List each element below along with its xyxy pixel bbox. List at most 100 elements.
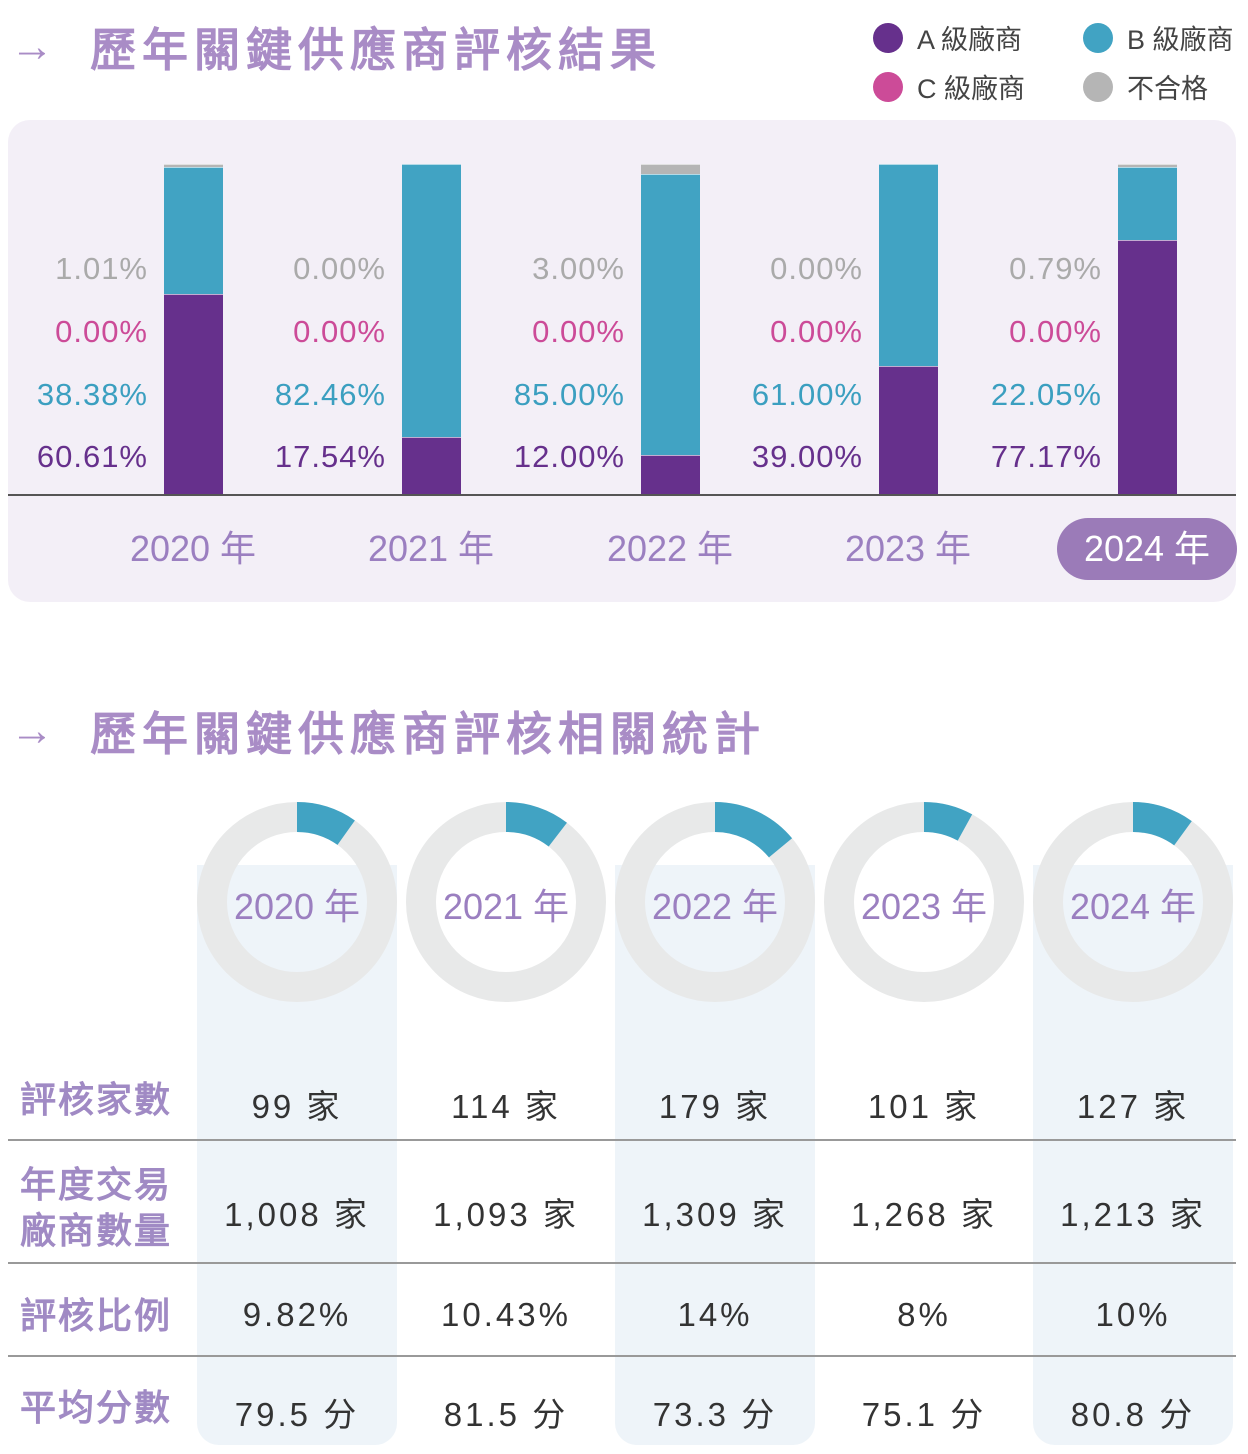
year-tab: 2023 年 [844, 528, 972, 569]
section-title-text: 歷年關鍵供應商評核相關統計 [90, 708, 766, 760]
legend-label: 不合格 [1127, 74, 1208, 104]
donut-year-label: 2022 年 [651, 886, 779, 927]
data-label: 0.00% [770, 314, 863, 349]
data-label: 0.00% [293, 251, 386, 286]
donut-fill [197, 802, 397, 1002]
year-tab: 2020 年 [129, 528, 257, 569]
table-cell: 127 家 [1076, 1088, 1190, 1125]
donut-fill [824, 802, 1024, 1002]
bar-segment-不合格 [164, 164, 223, 168]
data-label: 0.00% [293, 314, 386, 349]
bar-segment-B級廠商 [402, 164, 461, 437]
donut-year-label: 2023 年 [860, 886, 988, 927]
data-label: 61.00% [751, 377, 863, 412]
row-label-line: 年度交易 [20, 1164, 173, 1205]
row-label-line: 廠商數量 [20, 1210, 173, 1251]
data-label: 82.46% [274, 377, 386, 412]
year-tab: 2022 年 [606, 528, 734, 569]
donut-chart [824, 802, 1024, 1002]
year-tab: 2021 年 [367, 528, 495, 569]
row-label: 平均分數 [20, 1387, 173, 1428]
data-label: 77.17% [990, 439, 1102, 474]
table-cell: 10.43% [441, 1296, 571, 1333]
data-label: 60.61% [36, 439, 148, 474]
legend-item: A 級廠商 [873, 18, 1022, 57]
data-label: 12.00% [513, 439, 625, 474]
table-cell: 1,213 家 [1060, 1196, 1206, 1233]
table-cell: 1,008 家 [224, 1196, 370, 1233]
donut-chart [197, 802, 397, 1002]
data-label: 39.00% [751, 439, 863, 474]
bar-segment-B級廠商 [641, 173, 700, 456]
bar-segment-B級廠商 [164, 167, 223, 295]
donut-chart [406, 802, 606, 1002]
table-cell: 14% [677, 1296, 753, 1333]
donut-fill [406, 802, 606, 1002]
legend-item: C 級廠商 [873, 67, 1025, 106]
bar-segment-A級廠商 [164, 294, 223, 495]
data-label: 0.00% [55, 314, 148, 349]
legend-dot-icon [873, 22, 903, 53]
bar-segment-A級廠商 [402, 436, 461, 495]
table-cell: 1,309 家 [642, 1196, 788, 1233]
row-label: 評核比例 [20, 1295, 173, 1336]
data-label: 38.38% [36, 377, 148, 412]
table-cell: 75.1 分 [861, 1396, 987, 1433]
table-cell: 1,093 家 [433, 1196, 579, 1233]
data-label: 0.00% [1009, 314, 1102, 349]
donut-year-label: 2021 年 [442, 886, 570, 927]
donut-year-label: 2020 年 [233, 886, 361, 927]
chart-baseline [8, 494, 1236, 496]
data-label: 1.01% [55, 251, 148, 286]
table-cell: 73.3 分 [652, 1396, 778, 1433]
row-label: 年度交易 廠商數量 [20, 1162, 172, 1254]
data-label: 0.00% [532, 314, 625, 349]
legend-dot-icon [1083, 71, 1113, 102]
bar-segment-A級廠商 [1118, 239, 1177, 495]
table-cell: 10% [1095, 1296, 1171, 1333]
donut-fill [615, 802, 815, 1002]
bar-segment-不合格 [1118, 163, 1177, 167]
row-divider [8, 1139, 1236, 1141]
table-cell: 101 家 [867, 1088, 981, 1125]
legend-item: B 級廠商 [1083, 18, 1234, 57]
data-label: 85.00% [513, 377, 625, 412]
bar-segment-A級廠商 [641, 455, 700, 495]
bar-segment-A級廠商 [879, 365, 938, 495]
legend-dot-icon [873, 71, 903, 102]
table-cell: 99 家 [251, 1088, 343, 1125]
row-divider [8, 1262, 1236, 1264]
legend-label: A 級廠商 [917, 25, 1023, 55]
data-label: 22.05% [990, 377, 1102, 412]
data-label: 0.00% [770, 251, 863, 286]
legend-label: C 級廠商 [917, 74, 1025, 104]
row-divider [8, 1355, 1236, 1357]
table-cell: 8% [897, 1296, 951, 1333]
section-title-stats: → 歷年關鍵供應商評核相關統計 [10, 698, 766, 764]
data-label: 17.54% [274, 439, 386, 474]
donut-fill [1033, 802, 1233, 1002]
table-cell: 79.5 分 [234, 1396, 360, 1433]
section-title-text: 歷年關鍵供應商評核結果 [90, 24, 662, 76]
arrow-right-icon: → [10, 22, 54, 71]
donut-chart [1033, 802, 1233, 1002]
table-cell: 81.5 分 [443, 1396, 569, 1433]
data-label: 0.79% [1009, 251, 1102, 286]
bar-segment-B級廠商 [879, 164, 938, 366]
donut-year-label: 2024 年 [1069, 886, 1197, 927]
legend-dot-icon [1083, 22, 1113, 53]
table-cell: 1,268 家 [851, 1196, 997, 1233]
donut-chart [615, 802, 815, 1002]
bar-segment-B級廠商 [1118, 166, 1177, 240]
row-label: 評核家數 [20, 1079, 173, 1120]
table-cell: 114 家 [451, 1088, 561, 1125]
table-cell: 80.8 分 [1070, 1396, 1196, 1433]
arrow-right-icon: → [10, 706, 54, 755]
table-cell: 9.82% [242, 1296, 352, 1333]
legend-label: B 級廠商 [1127, 25, 1234, 55]
section-title-results: → 歷年關鍵供應商評核結果 [10, 14, 662, 80]
year-tab: 2024 年 [1057, 518, 1237, 580]
table-cell: 179 家 [658, 1088, 772, 1125]
data-label: 3.00% [532, 251, 625, 286]
legend-item: 不合格 [1083, 67, 1208, 106]
